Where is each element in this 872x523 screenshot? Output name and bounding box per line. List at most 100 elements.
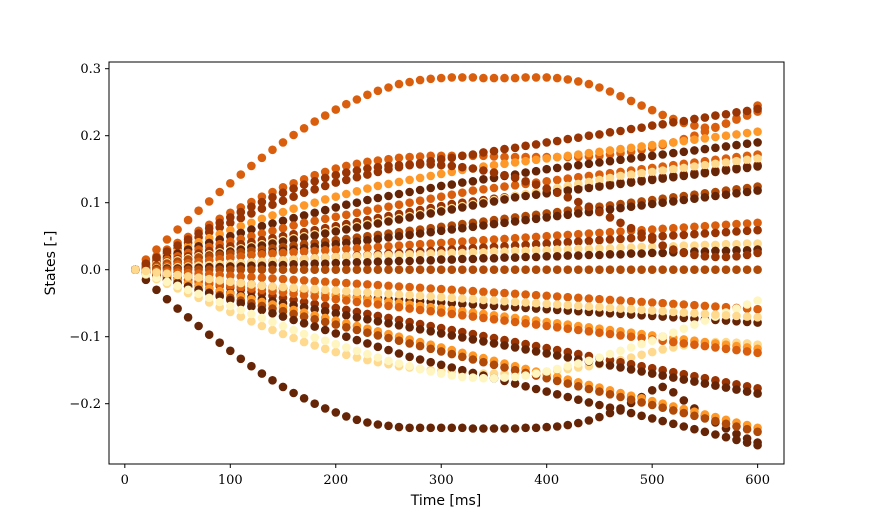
data-point [500, 182, 509, 191]
data-point [732, 108, 741, 117]
data-point [711, 167, 720, 177]
data-point [584, 236, 594, 246]
data-point [479, 73, 488, 83]
data-point [742, 106, 752, 116]
data-point [363, 184, 372, 193]
data-point [384, 356, 393, 366]
data-point [447, 371, 457, 380]
data-point [436, 73, 446, 83]
data-point [647, 298, 657, 307]
data-point [626, 233, 636, 243]
data-point [721, 311, 731, 320]
data-point [479, 357, 488, 367]
data-point [162, 269, 172, 279]
data-point [247, 361, 256, 371]
data-point [690, 114, 699, 124]
data-point [458, 294, 467, 303]
data-point [458, 188, 467, 197]
data-point [521, 156, 530, 166]
data-point [394, 153, 404, 163]
data-point [510, 253, 520, 262]
data-point [742, 155, 752, 165]
data-point [342, 265, 351, 275]
data-point [468, 254, 478, 264]
data-point [647, 400, 657, 410]
x-tick-label: 100 [218, 473, 243, 488]
data-point [310, 315, 320, 324]
data-point [605, 244, 615, 253]
data-point [616, 227, 625, 236]
data-point [458, 248, 467, 258]
data-point [595, 387, 604, 396]
data-point [669, 299, 678, 309]
data-point [542, 231, 551, 241]
data-point [742, 300, 752, 309]
data-point [721, 383, 731, 392]
data-point [436, 238, 446, 248]
data-point [415, 423, 425, 433]
data-point [500, 234, 509, 244]
data-point [753, 162, 762, 171]
data-point [574, 265, 583, 275]
data-point [637, 411, 646, 421]
data-point [753, 127, 762, 136]
data-point [616, 363, 625, 372]
data-point [342, 412, 351, 421]
data-point [637, 333, 646, 343]
data-point [552, 422, 562, 431]
data-point [510, 217, 520, 226]
data-point [489, 373, 499, 383]
data-point [531, 246, 541, 255]
data-point [500, 253, 509, 262]
data-point [384, 242, 393, 251]
data-point [669, 406, 678, 415]
data-point [531, 320, 541, 329]
data-point [563, 75, 573, 84]
data-point [215, 338, 224, 348]
data-point [721, 419, 731, 429]
data-point [574, 325, 583, 335]
data-point [436, 284, 446, 294]
data-point [658, 198, 667, 207]
data-point [236, 278, 246, 288]
data-point [647, 225, 657, 234]
data-point [552, 211, 562, 221]
data-point [405, 175, 414, 185]
data-point [426, 74, 436, 84]
data-point [331, 339, 341, 349]
data-point [299, 233, 309, 242]
data-point [500, 265, 509, 275]
data-point [373, 288, 383, 298]
data-point [468, 236, 478, 246]
data-point [574, 172, 583, 182]
data-point [500, 170, 509, 180]
data-point [552, 152, 562, 162]
data-point [647, 121, 657, 130]
data-point [278, 282, 288, 292]
data-point [331, 203, 341, 212]
data-point [479, 253, 488, 263]
data-point [257, 229, 267, 238]
data-point [458, 151, 467, 161]
data-point [352, 237, 362, 246]
data-point [679, 324, 689, 334]
data-point [563, 379, 573, 388]
data-point [742, 424, 752, 434]
data-point [405, 77, 414, 87]
data-point [415, 239, 425, 249]
data-point [510, 424, 520, 433]
data-point [426, 292, 436, 301]
data-point [679, 195, 689, 205]
data-point [310, 170, 320, 180]
data-point [320, 344, 330, 354]
data-point [373, 317, 383, 326]
data-point [721, 265, 731, 275]
data-point [595, 235, 604, 245]
data-point [278, 216, 288, 226]
series-state-18 [131, 265, 762, 275]
data-point [257, 197, 267, 207]
data-point [268, 145, 277, 155]
data-point [616, 155, 625, 165]
data-point [352, 172, 362, 182]
data-point [320, 111, 330, 120]
